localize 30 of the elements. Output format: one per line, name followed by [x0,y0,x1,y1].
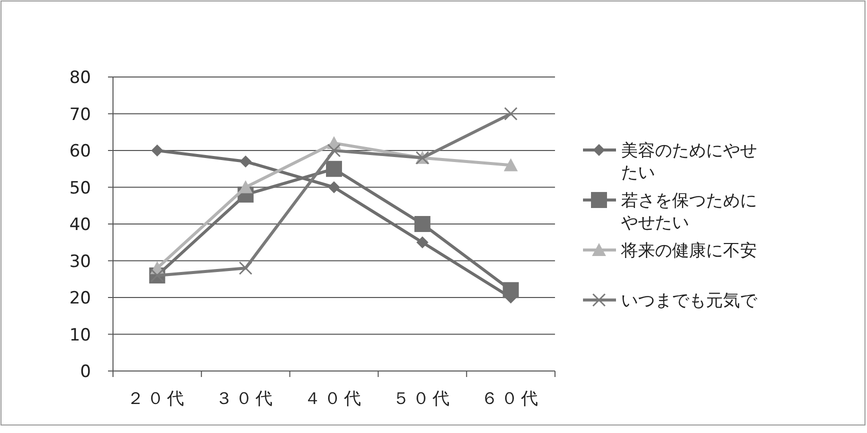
point [504,158,518,172]
x-tick-label: ４０代 [304,389,364,409]
point [151,144,164,156]
point [238,180,253,194]
point [326,160,342,177]
y-tick-label: 0 [80,362,91,382]
y-tick-label: 30 [69,252,91,272]
x-tick-label: ５０代 [392,389,452,409]
legend-label: 美容のためにやせたい [621,141,757,183]
point [327,144,341,158]
y-tick-label: 10 [69,325,91,346]
point [414,216,430,232]
y-tick-label: 60 [69,142,91,162]
x-tick-label: ６０代 [480,389,541,409]
y-tick-label: 80 [69,68,91,88]
point [328,181,340,194]
y-tick-label: 40 [69,215,91,235]
point [502,282,519,298]
y-tick-label: 50 [69,178,91,198]
point [238,261,252,275]
point [416,236,428,248]
x-tick-label: ２０代 [127,389,188,409]
legend-label: いつまでも元気で [621,291,758,311]
x-tick-label: ３０代 [216,389,276,409]
point [240,156,252,168]
point [504,107,518,120]
legend-label: 将来の健康に不安 [620,241,757,261]
y-tick-label: 20 [69,288,91,308]
legend-label: 若さを保つためにやせたい [621,191,757,233]
y-tick-label: 70 [69,104,91,125]
